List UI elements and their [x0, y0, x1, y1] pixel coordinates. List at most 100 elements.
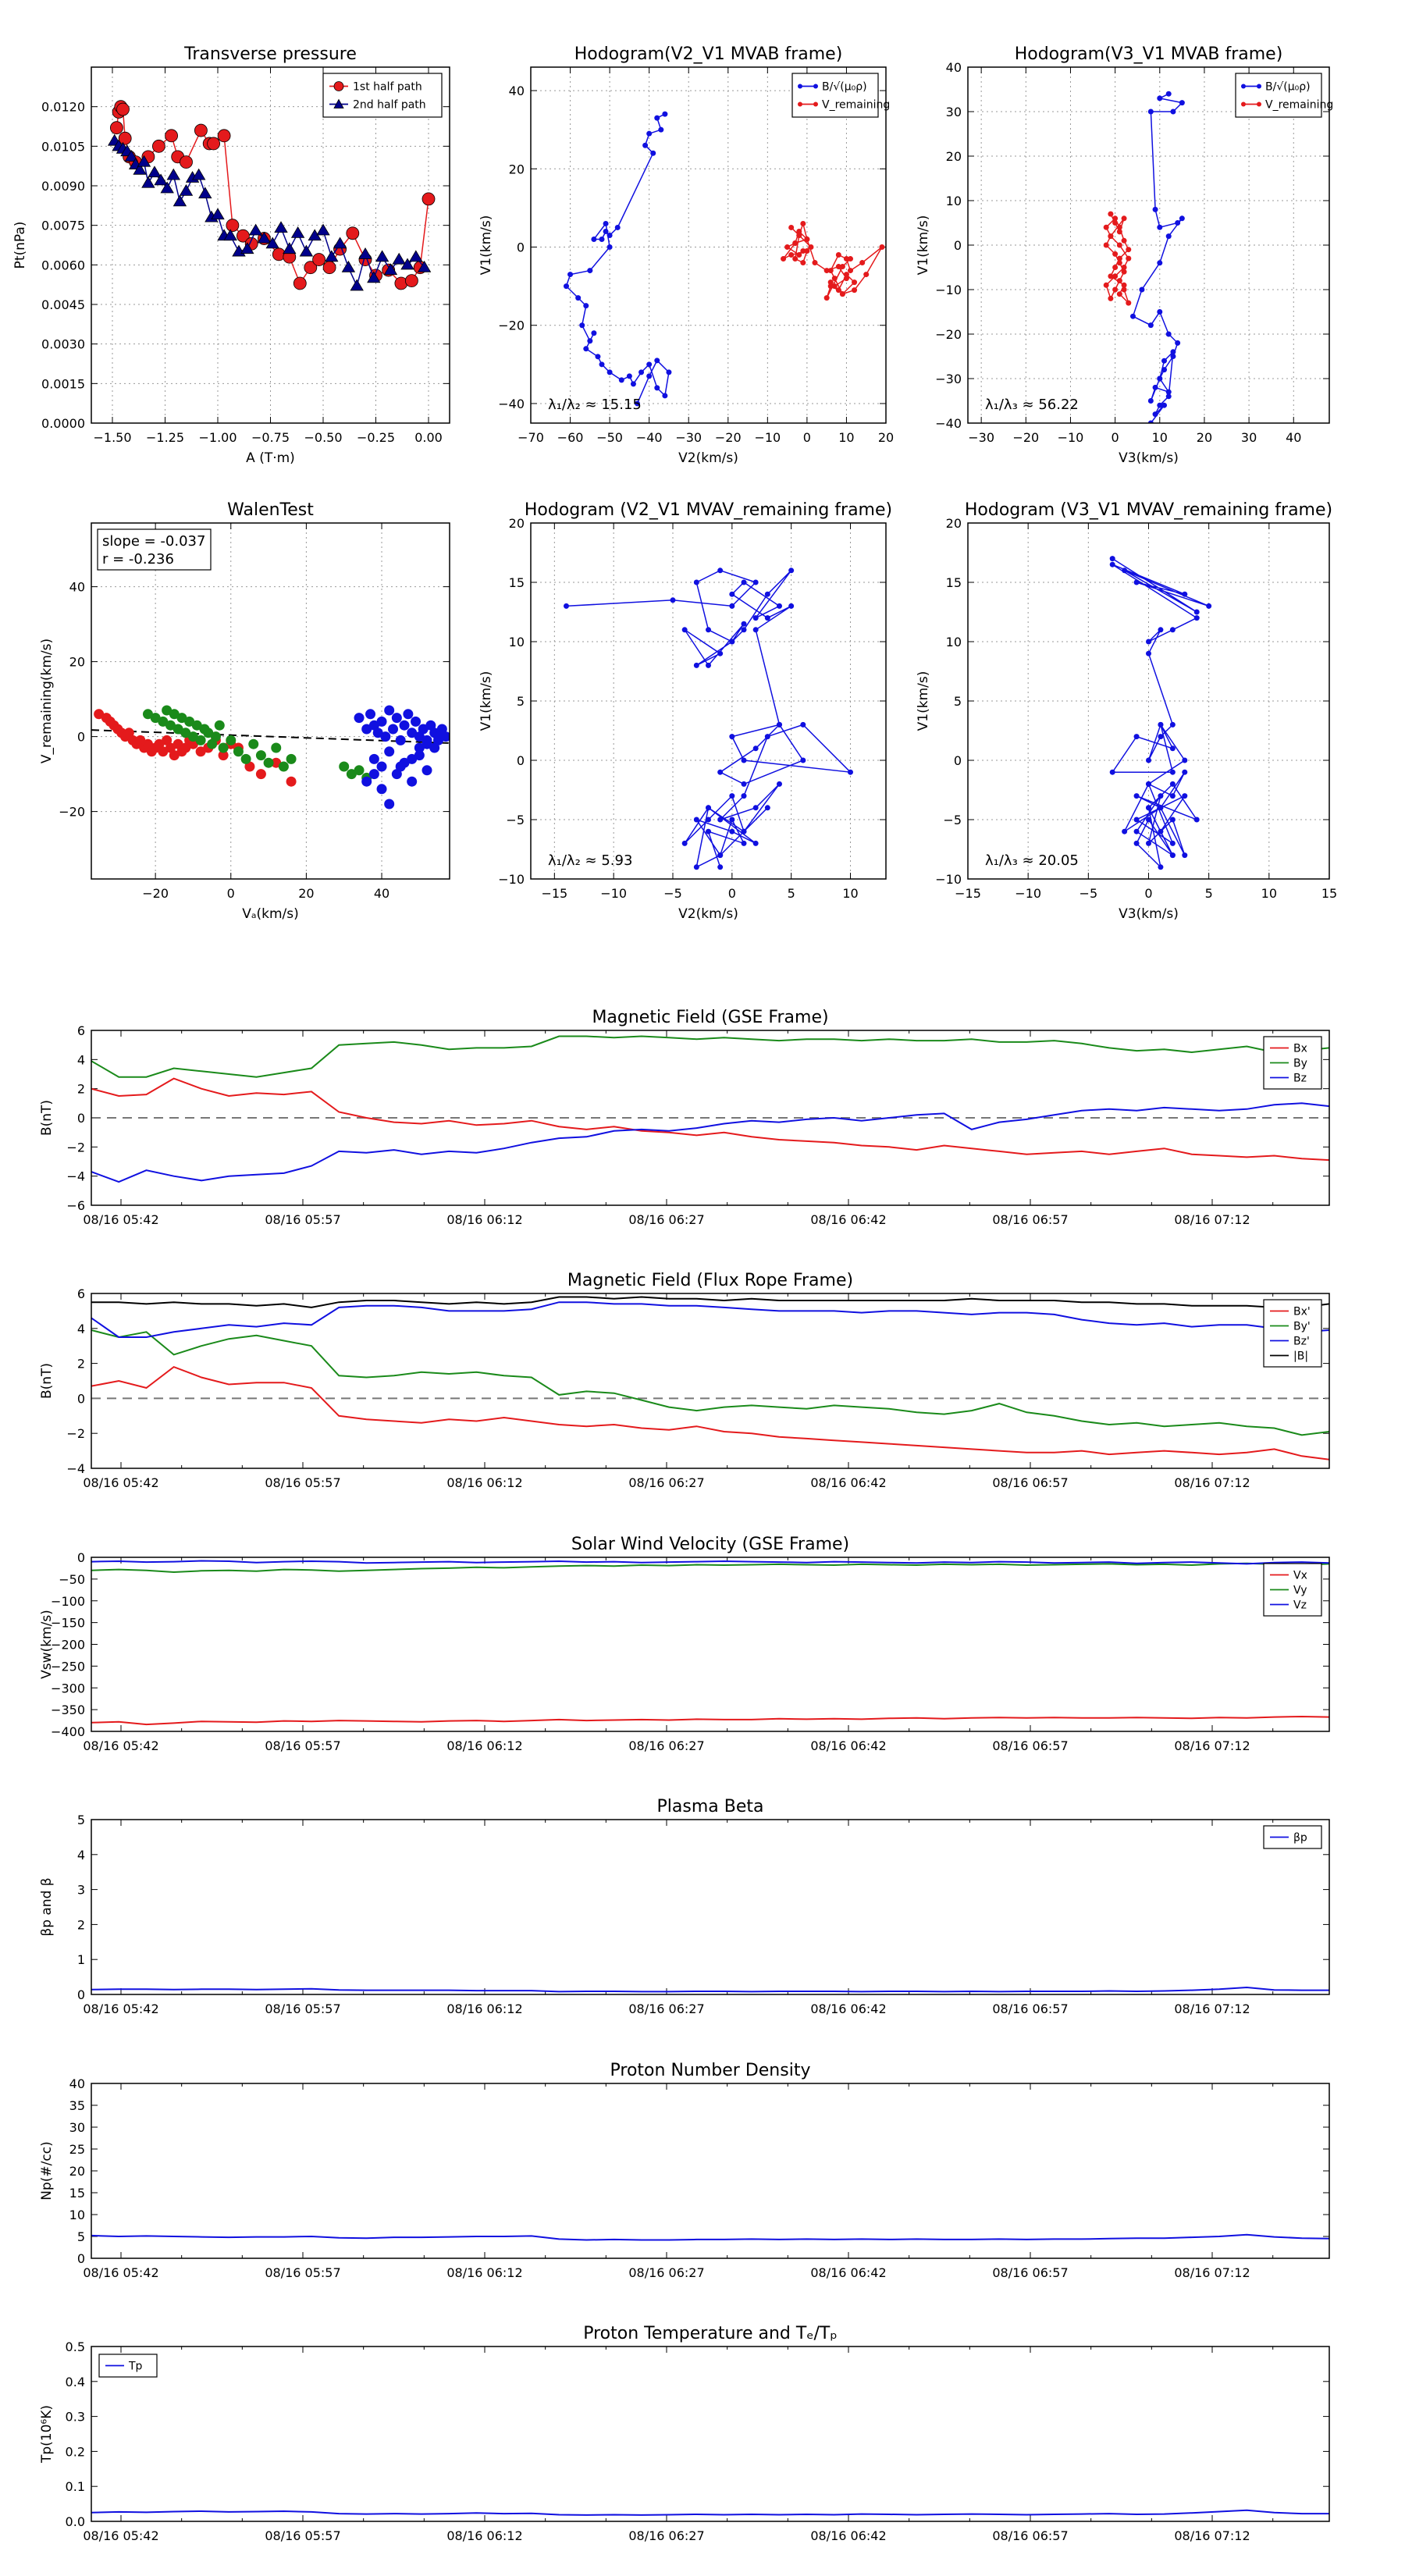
- data-point: [346, 769, 357, 780]
- series-vy: [91, 1562, 1329, 1574]
- data-point: [848, 256, 853, 262]
- data-point: [1152, 411, 1158, 418]
- data-point: [376, 784, 387, 795]
- series-line: [1132, 93, 1183, 423]
- data-point: [1158, 734, 1164, 740]
- series-line: [114, 141, 425, 288]
- data-point: [1158, 828, 1164, 834]
- x-tick-label: 30: [1241, 430, 1257, 445]
- data-point: [741, 579, 747, 585]
- data-point: [827, 279, 834, 286]
- chart-hodogram-v2v1-mvav: Hodogram (V2_V1 MVAV_remaining frame) −15…: [478, 500, 892, 922]
- data-point: [1103, 282, 1109, 288]
- series-line: [91, 1986, 1329, 1993]
- data-point: [226, 735, 237, 745]
- data-point: [187, 731, 198, 742]
- data-point: [1170, 354, 1176, 359]
- y-tick-label: −5: [506, 813, 525, 827]
- y-tick-label: 0: [77, 1391, 85, 1406]
- x-tick-label: 08/16 05:57: [265, 2528, 340, 2543]
- y-axis-label: V1(km/s): [916, 671, 931, 731]
- y-tick-label: 15: [946, 575, 962, 590]
- data-point: [848, 769, 853, 775]
- data-point: [417, 260, 432, 272]
- data-point: [564, 603, 569, 609]
- y-tick-label: 0.0060: [41, 258, 85, 272]
- data-point: [614, 224, 621, 230]
- x-tick-label: 10: [1261, 886, 1277, 901]
- data-point: [835, 264, 841, 270]
- y-axis-label: B(nT): [39, 1363, 55, 1399]
- data-point: [217, 129, 231, 143]
- series-1: [142, 705, 372, 783]
- data-point: [603, 220, 609, 226]
- x-tick-label: 08/16 05:42: [83, 1738, 158, 1753]
- data-point: [1108, 233, 1114, 240]
- data-point: [1121, 286, 1127, 293]
- chart-solar-wind-velocity: Solar Wind Velocity (GSE Frame) 08/16 05:…: [39, 1535, 1330, 1753]
- y-tick-label: 6: [77, 1023, 85, 1038]
- x-tick-label: 08/16 05:57: [265, 1738, 340, 1753]
- series--b-: [91, 1296, 1329, 1308]
- data-point: [1121, 282, 1127, 288]
- data-point: [1169, 840, 1176, 846]
- x-tick-label: 10: [842, 886, 858, 901]
- y-tick-label: 25: [69, 2142, 85, 2157]
- plot-frame: [530, 66, 887, 424]
- series-line: [91, 1329, 1329, 1436]
- data-point: [418, 724, 429, 735]
- data-point: [843, 272, 849, 278]
- data-point: [1146, 781, 1151, 787]
- plot-area: [564, 111, 885, 407]
- legend-label: B/√(μ₀ρ): [822, 81, 867, 94]
- data-point: [1152, 384, 1158, 390]
- y-tick-label: 40: [509, 84, 525, 98]
- data-point: [165, 129, 179, 143]
- legend-marker: [333, 81, 344, 91]
- x-tick-label: 08/16 06:57: [992, 1738, 1068, 1753]
- data-point: [681, 840, 688, 846]
- data-point: [142, 738, 153, 749]
- data-point: [1157, 260, 1163, 266]
- x-tick-label: 08/16 06:12: [446, 2265, 522, 2280]
- chart-title: Hodogram (V3_V1 MVAV_remaining frame): [965, 500, 1332, 520]
- legend: B/√(μ₀ρ) V_remaining: [791, 73, 890, 118]
- data-point: [195, 746, 206, 757]
- x-tick-label: 5: [1205, 886, 1213, 901]
- data-point: [1170, 349, 1176, 355]
- plot-frame: [967, 522, 1330, 880]
- data-point: [1112, 220, 1119, 226]
- y-tick-label: 0.1: [66, 2479, 85, 2494]
- data-point: [162, 705, 173, 716]
- legend-marker: [798, 101, 802, 107]
- series-tp: [91, 2509, 1329, 2516]
- data-point: [1112, 286, 1119, 293]
- y-tick-label: 10: [946, 635, 962, 649]
- data-point: [358, 247, 372, 259]
- chart-title: Solar Wind Velocity (GSE Frame): [571, 1535, 849, 1554]
- data-point: [1157, 309, 1163, 315]
- data-point: [154, 173, 168, 186]
- series-0: [1109, 556, 1212, 870]
- data-point: [752, 627, 759, 633]
- legend-item: Vz: [1270, 1599, 1307, 1612]
- data-point: [1157, 224, 1163, 230]
- legend-box: [322, 73, 443, 118]
- series-2: [354, 705, 450, 809]
- data-point: [741, 627, 747, 633]
- data-point: [94, 709, 105, 720]
- data-point: [169, 750, 180, 761]
- data-point: [1121, 237, 1127, 244]
- y-tick-label: 0: [77, 2251, 85, 2266]
- legend: βp: [1263, 1825, 1322, 1849]
- y-tick-label: 0: [77, 1987, 85, 2002]
- data-point: [729, 828, 735, 834]
- annotation-text: λ₁/λ₃ ≈ 20.05: [985, 852, 1079, 869]
- y-tick-label: 0: [517, 240, 525, 255]
- series-0: [91, 2233, 1329, 2241]
- x-tick-label: 08/16 05:42: [83, 1475, 158, 1490]
- data-point: [158, 746, 169, 757]
- data-point: [729, 734, 735, 740]
- legend-label: B/√(μ₀ρ): [1265, 81, 1311, 94]
- data-point: [823, 295, 830, 301]
